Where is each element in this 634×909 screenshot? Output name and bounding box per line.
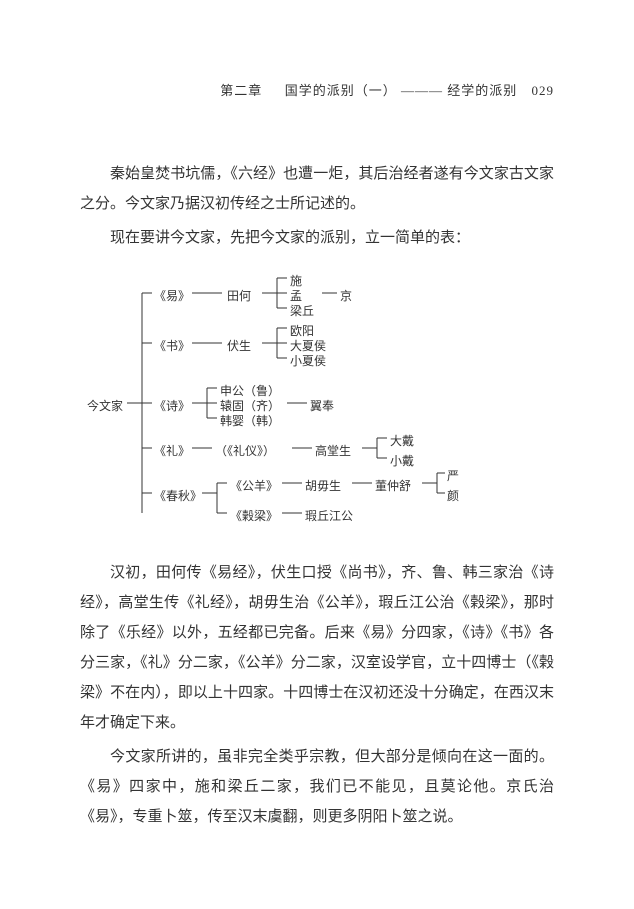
paragraph-1: 秦始皇焚书坑儒，《六经》也遭一炬，其后治经者遂有今文家古文家之分。今文家乃据汉初… <box>80 159 554 219</box>
page-header: 第二章 国学的派别（一） ——— 经学的派别 029 <box>80 80 554 99</box>
node-jing: 京 <box>340 287 352 304</box>
paragraph-4: 今文家所讲的，虽非完全类乎宗教，但大部分是倾向在这一面的。《易》四家中，施和梁丘… <box>80 742 554 832</box>
node-shi2: 《诗》 <box>154 397 190 414</box>
node-yan2: 颜 <box>447 487 459 504</box>
title-part1: 国学的派别（一） <box>285 83 397 98</box>
node-hanying: 韩婴（韩） <box>220 412 280 429</box>
node-humao: 胡毋生 <box>305 477 341 494</box>
node-gaotang: 高堂生 <box>315 442 351 459</box>
node-li: 《礼》 <box>154 442 190 459</box>
tree-diagram: 今文家 《易》 田何 施 孟 梁丘 京 《书》 伏生 欧阳 大夏侯 小夏侯 《诗… <box>87 273 547 533</box>
node-xiaoxiahou: 小夏侯 <box>290 352 326 369</box>
node-dadai: 大戴 <box>390 432 414 449</box>
node-xiaqiu: 瑕丘江公 <box>305 507 353 524</box>
node-root: 今文家 <box>87 397 123 414</box>
page-number: 029 <box>532 83 555 98</box>
chapter-label: 第二章 <box>220 83 262 98</box>
node-guliang: 《榖梁》 <box>230 507 278 524</box>
node-xiaodai: 小戴 <box>390 452 414 469</box>
node-chunqiu: 《春秋》 <box>154 487 202 504</box>
node-yi: 《易》 <box>154 287 190 304</box>
paragraph-3: 汉初，田何传《易经》，伏生口授《尚书》，齐、鲁、韩三家治《诗经》，高堂生传《礼经… <box>80 558 554 738</box>
node-yan1: 严 <box>447 467 459 484</box>
title-part2: 经学的派别 <box>447 83 517 98</box>
node-dongzhongshu: 董仲舒 <box>375 477 411 494</box>
node-fusheng: 伏生 <box>227 337 251 354</box>
page-content: 第二章 国学的派别（一） ——— 经学的派别 029 秦始皇焚书坑儒，《六经》也… <box>0 0 634 896</box>
node-tianhe: 田何 <box>227 287 251 304</box>
node-shu: 《书》 <box>154 337 190 354</box>
node-liyi: （《礼仪》） <box>215 442 275 459</box>
paragraph-2: 现在要讲今文家，先把今文家的派别，立一简单的表： <box>80 223 554 253</box>
node-gongyang: 《公羊》 <box>230 477 278 494</box>
node-liangqiu: 梁丘 <box>290 302 314 319</box>
node-yifeng: 翼奉 <box>310 397 334 414</box>
